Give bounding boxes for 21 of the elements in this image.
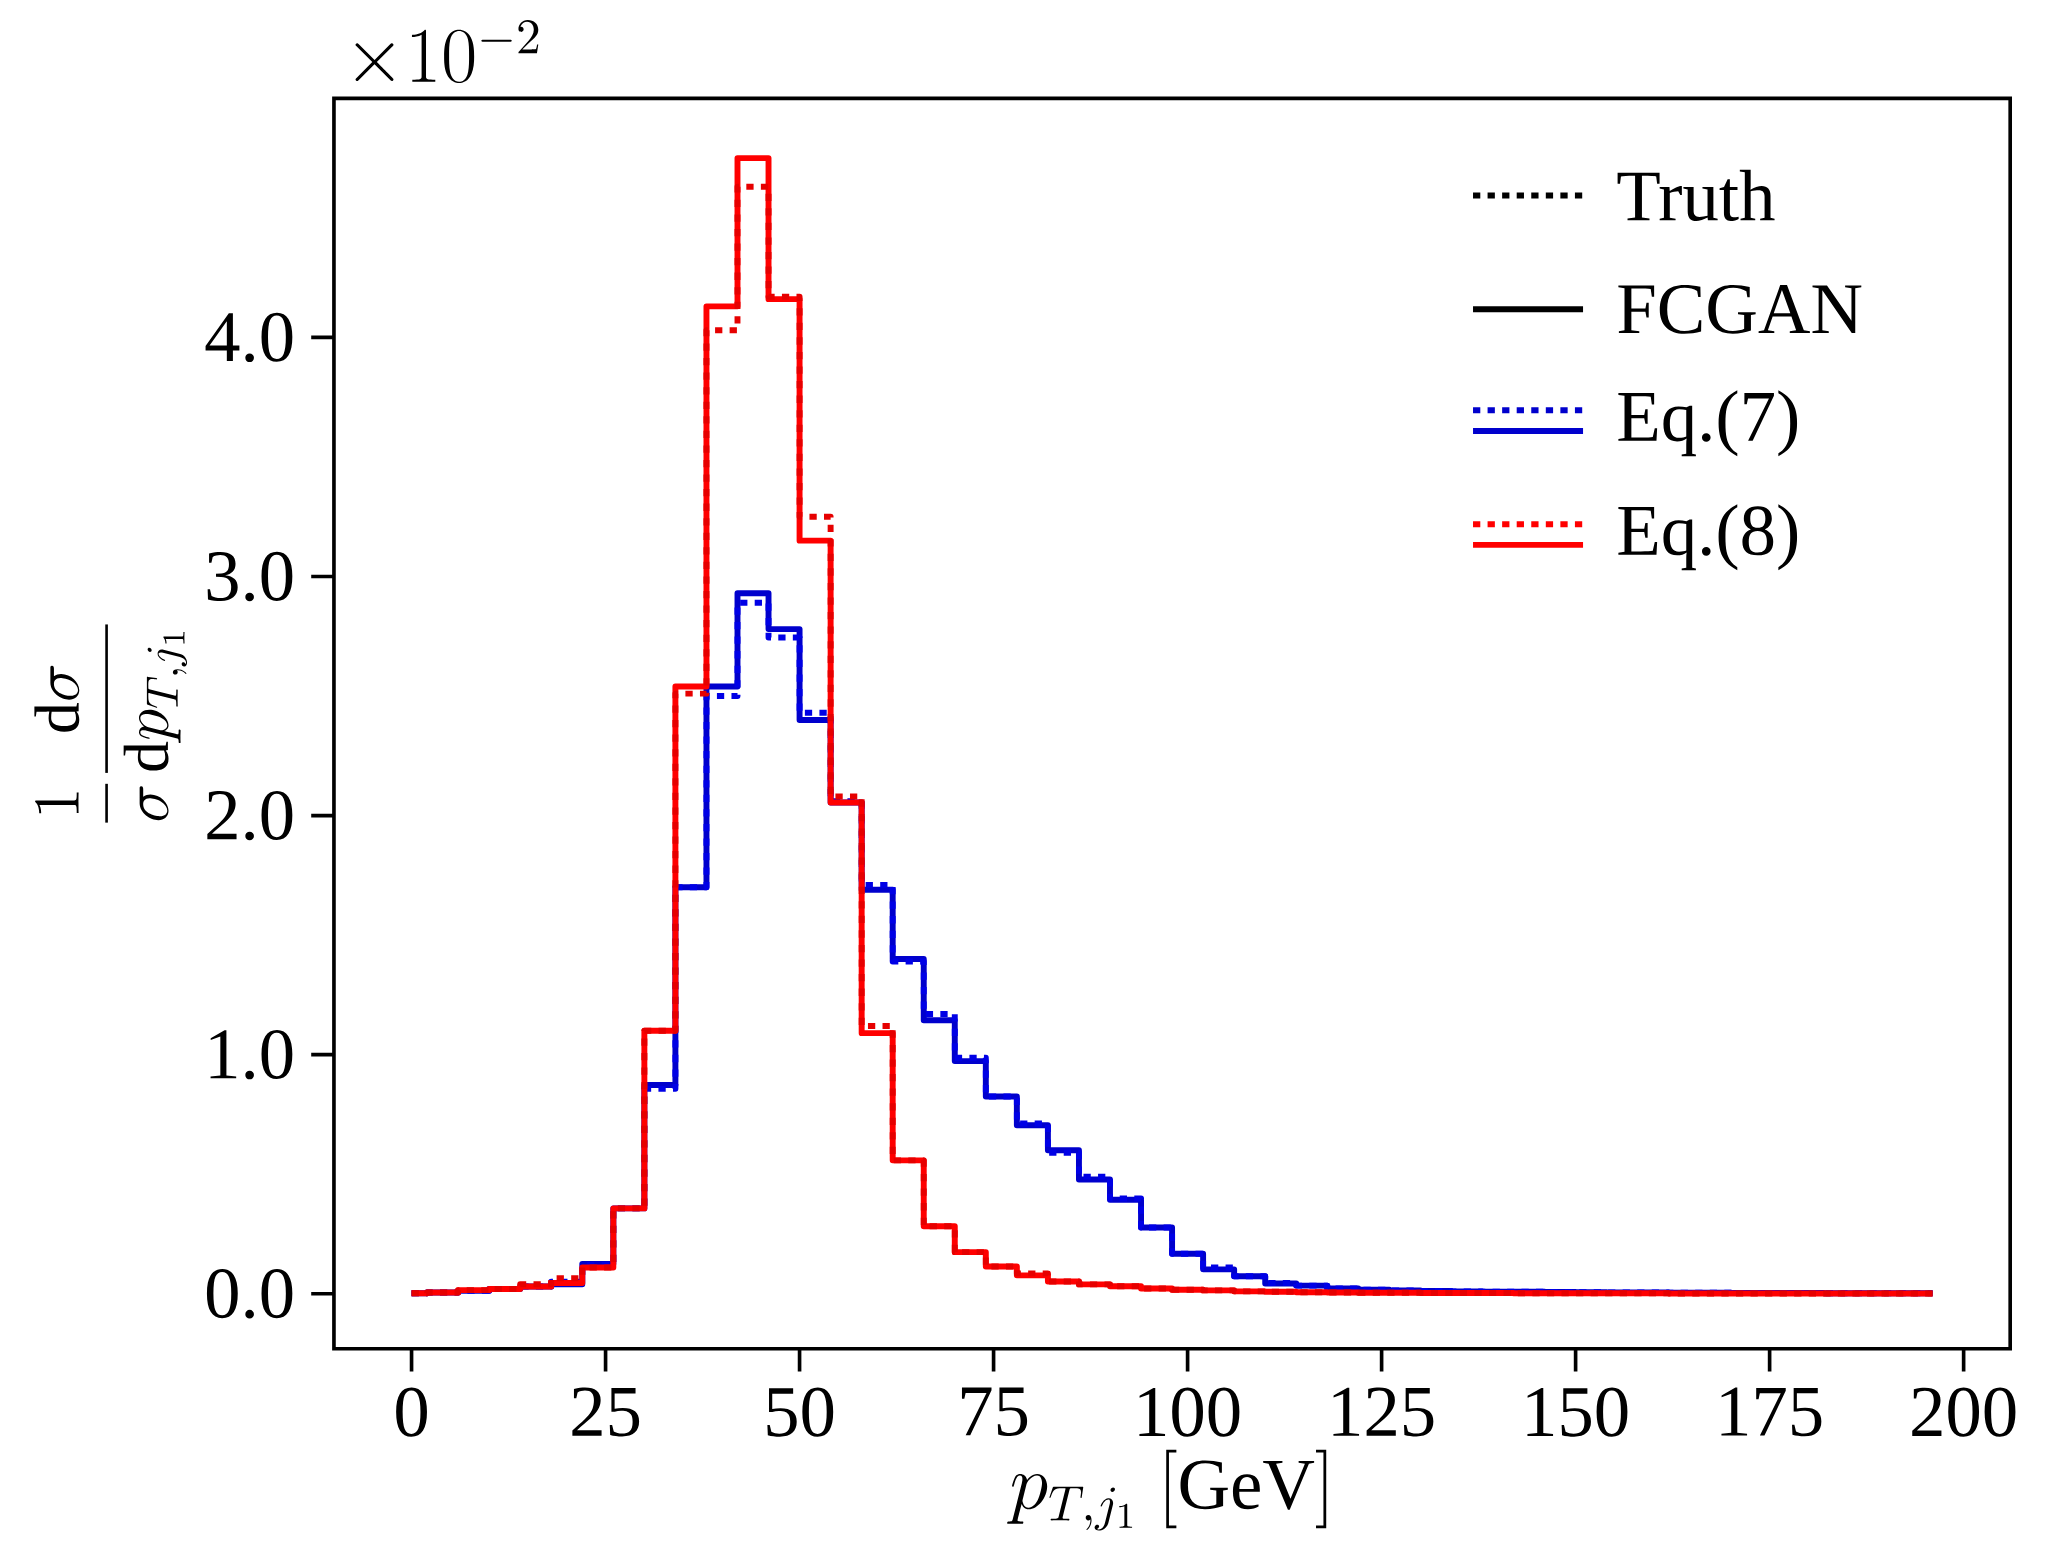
x-tick-label: 125 [1333,1387,1434,1437]
x-tick-label: 175 [1721,1387,1822,1437]
y-tick-label: 1.0 [210,1030,293,1080]
legend-label: Eq.(7) [1618,390,1798,457]
x-axis-title: $p_{T,j_1}\ [\mathrm{GeV}]$ [1007,1449,1327,1531]
x-tick-label: 25 [572,1387,640,1437]
x-tick-label: 150 [1527,1387,1628,1437]
annotation: Truth [1617,169,1775,222]
y-axis-title: $\frac{1}{\sigma}\frac{\mathrm{d}\sigma}{\mathrm{d}p_{T,j_1}}$ [34,624,188,823]
annotation: FCGAN [1618,284,1862,334]
x-tick-label: 50 [767,1387,834,1437]
x-tick-label: 200 [1912,1387,2016,1437]
y-tick-label: 0.0 [206,1269,293,1319]
x-tick-label: 0 [396,1387,427,1437]
y-tick-label: 4.0 [205,312,293,363]
y-tick-label: 2.0 [207,790,293,841]
x-tick-label: 100 [1139,1387,1240,1437]
y-tick-label: 3.0 [207,551,293,602]
x-tick-label: 75 [961,1387,1028,1436]
text: $\times 10^{-2}$ [355,20,539,84]
legend-label: Eq.(8) [1618,504,1798,571]
